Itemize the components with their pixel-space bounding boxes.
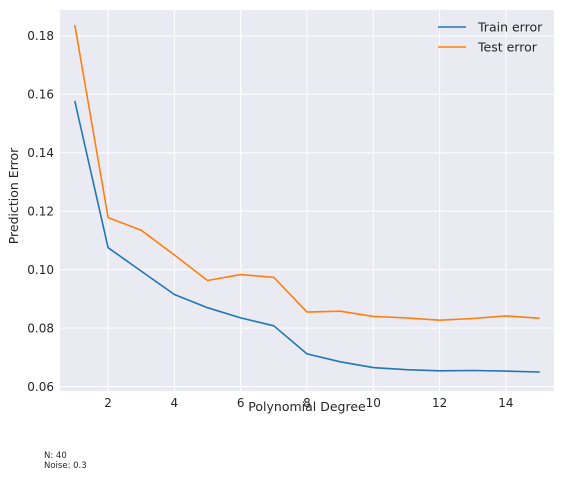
x-tick-labels: 2 4 6 8 10 12 14 [104, 396, 513, 410]
y-tick-label: 0.06 [27, 380, 54, 394]
y-tick-label: 0.18 [27, 29, 54, 43]
grid [60, 10, 554, 391]
x-tick-label: 8 [303, 396, 311, 410]
y-tick-labels: 0.06 0.08 0.10 0.12 0.14 0.16 0.18 [27, 29, 54, 394]
y-tick-label: 0.14 [27, 146, 54, 160]
y-tick-label: 0.10 [27, 263, 54, 277]
legend-label: Train error [477, 20, 543, 35]
y-axis-label: Prediction Error [6, 147, 21, 244]
legend: Train error Test error [438, 20, 543, 55]
series-line-test-error [74, 24, 540, 322]
note-n: N: 40 [44, 451, 67, 461]
y-tick-label: 0.16 [27, 88, 54, 102]
x-axis-label: Polynomial Degree [248, 399, 366, 414]
x-tick-label: 2 [104, 396, 112, 410]
x-tick-label: 10 [366, 396, 381, 410]
x-tick-label: 14 [498, 396, 513, 410]
x-tick-label: 4 [171, 396, 179, 410]
y-tick-label: 0.08 [27, 322, 54, 336]
x-tick-label: 6 [237, 396, 245, 410]
series-line-train-error [74, 100, 540, 373]
y-tick-label: 0.12 [27, 205, 54, 219]
x-tick-label: 12 [432, 396, 447, 410]
note-noise: Noise: 0.3 [44, 461, 87, 471]
legend-label: Test error [477, 40, 538, 55]
series-lines [74, 24, 540, 373]
